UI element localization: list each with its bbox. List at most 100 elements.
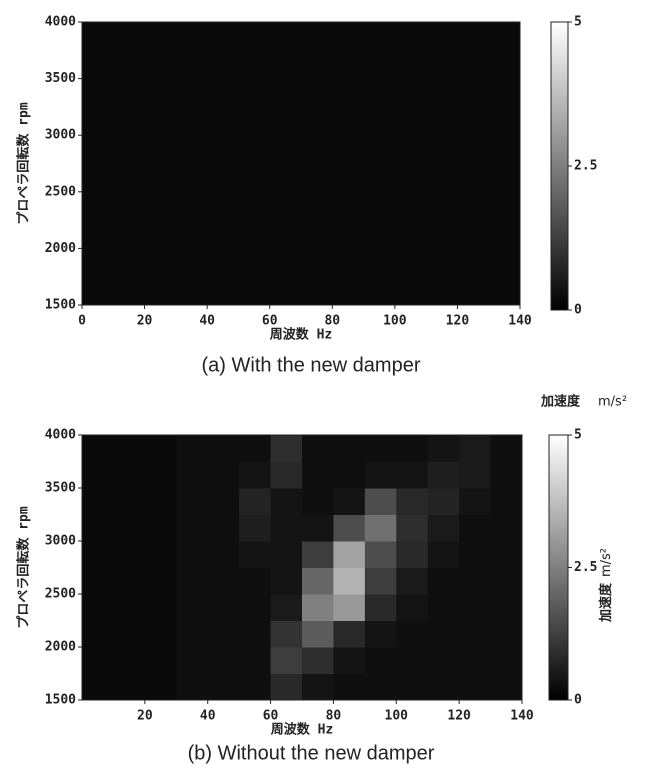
- heat-cell: [113, 248, 146, 278]
- heat-cell: [333, 594, 366, 621]
- heat-cell: [207, 594, 240, 621]
- heat-cell: [394, 276, 427, 306]
- x-tick-label: 80: [324, 314, 340, 329]
- colorbar: [548, 434, 569, 701]
- heat-cell: [301, 78, 333, 108]
- heat-cell: [363, 220, 396, 249]
- heat-cell: [207, 22, 239, 51]
- heat-cell: [301, 50, 333, 80]
- heat-cell: [82, 647, 114, 674]
- heat-cell: [238, 248, 271, 278]
- heat-cell: [176, 620, 209, 648]
- colorbar-tick-label: 5: [574, 15, 582, 30]
- heat-cell: [427, 594, 460, 621]
- colorbar-unit: m/s²: [598, 395, 627, 410]
- heat-cell: [332, 191, 365, 221]
- heat-cell: [207, 620, 240, 648]
- heat-cell: [239, 567, 272, 595]
- heat-cell: [363, 191, 396, 221]
- heat-cell: [396, 673, 429, 701]
- heat-cell: [302, 620, 334, 648]
- heat-cell: [207, 78, 239, 108]
- heat-cell: [364, 461, 397, 489]
- heat-cell: [364, 435, 397, 462]
- heat-cell: [144, 191, 177, 221]
- heat-cell: [144, 276, 177, 306]
- x-tick-label: 20: [137, 314, 153, 329]
- heat-cell: [459, 514, 492, 542]
- heat-cell: [426, 248, 458, 278]
- y-tick-label: 2500: [45, 587, 76, 602]
- heat-cell: [396, 620, 429, 648]
- y-tick-label: 3500: [45, 481, 76, 496]
- heat-cell: [333, 488, 366, 515]
- heat-cell: [396, 461, 429, 489]
- x-tick-label: 140: [510, 709, 534, 724]
- heat-cell: [207, 220, 239, 249]
- colorbar-tick-label: 0: [574, 303, 582, 318]
- heat-cell: [457, 78, 490, 108]
- heat-cell: [396, 594, 429, 621]
- heat-cell: [113, 276, 146, 306]
- heat-cell: [459, 461, 492, 489]
- heat-cell: [144, 220, 177, 249]
- heat-cell: [490, 488, 523, 515]
- heat-cell: [176, 673, 209, 701]
- heat-cell: [144, 461, 177, 489]
- heat-cell: [396, 567, 429, 595]
- heat-cell: [239, 594, 272, 621]
- heat-cell: [426, 78, 458, 108]
- heat-cell: [364, 567, 397, 595]
- heat-cell: [269, 106, 302, 136]
- heat-cell: [207, 163, 239, 193]
- heat-cell: [364, 620, 397, 648]
- heat-cell: [207, 50, 239, 80]
- x-tick-label: 140: [508, 314, 532, 329]
- heat-cell: [457, 106, 490, 136]
- heat-cell: [363, 50, 396, 80]
- heat-cell: [459, 594, 492, 621]
- heat-cell: [364, 647, 397, 674]
- heat-cell: [113, 673, 146, 701]
- heat-cell: [333, 461, 366, 489]
- heat-cell: [426, 191, 458, 221]
- heat-cell: [394, 191, 427, 221]
- heat-cell: [302, 461, 334, 489]
- heat-cell: [113, 488, 146, 515]
- x-tick-label: 120: [447, 709, 471, 724]
- heat-cell: [270, 567, 303, 595]
- x-axis-label: 周波数 Hz: [270, 327, 332, 343]
- heat-cell: [394, 135, 427, 164]
- heat-cell: [144, 514, 177, 542]
- heat-cell: [364, 514, 397, 542]
- heat-cell: [269, 78, 302, 108]
- heat-cell: [333, 620, 366, 648]
- heat-cell: [82, 106, 114, 136]
- heat-cell: [488, 106, 521, 136]
- heat-cell: [427, 620, 460, 648]
- heat-cell: [488, 50, 521, 80]
- heat-cell: [82, 514, 114, 542]
- heat-cell: [427, 461, 460, 489]
- heat-cell: [175, 163, 208, 193]
- colorbar-title: 加速度: [540, 394, 581, 410]
- heat-cell: [490, 461, 523, 489]
- heat-cell: [332, 78, 365, 108]
- colorbar-side-title: 加速度: [598, 582, 614, 623]
- heat-cell: [426, 220, 458, 249]
- heat-cell: [82, 594, 114, 621]
- heat-cell: [238, 276, 271, 306]
- heat-cell: [82, 220, 114, 249]
- heat-cell: [113, 514, 146, 542]
- colorbar-tick-label: 5: [574, 428, 582, 443]
- heat-cell: [239, 673, 272, 701]
- heat-cell: [490, 673, 523, 701]
- heat-cell: [394, 106, 427, 136]
- heat-cell: [82, 567, 114, 595]
- heat-cell: [269, 248, 302, 278]
- heat-cell: [394, 220, 427, 249]
- heat-cell: [176, 435, 209, 462]
- heat-cell: [113, 220, 146, 249]
- heat-cell: [82, 248, 114, 278]
- x-tick-label: 80: [326, 709, 342, 724]
